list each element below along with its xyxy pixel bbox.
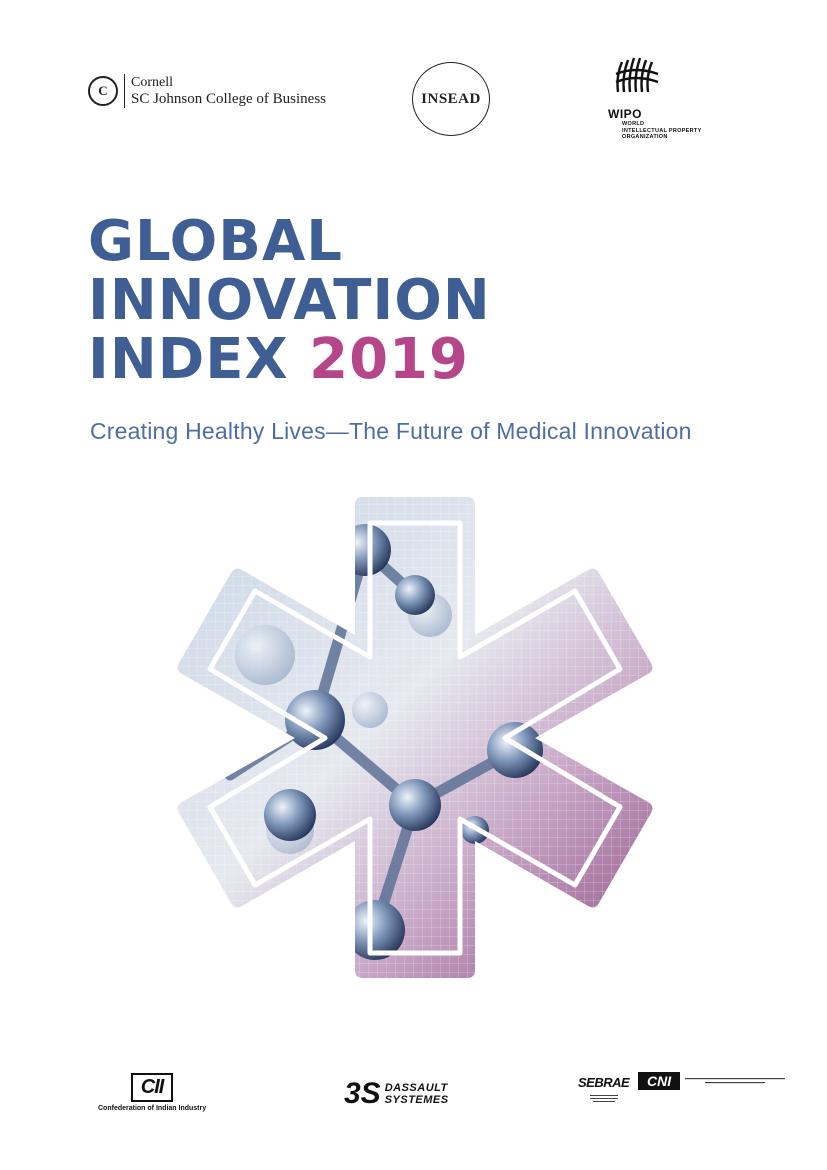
cni-wordmark: CNI <box>638 1072 681 1090</box>
report-title: GLOBAL INNOVATION INDEX 2019 <box>88 212 491 389</box>
cornell-line2: SC Johnson College of Business <box>131 91 327 107</box>
title-year: 2019 <box>309 327 469 392</box>
sebrae-logo: SEBRAE <box>578 1075 630 1108</box>
dassault-line1: DASSAULT <box>384 1082 448 1094</box>
dassault-logo: 3S DASSAULT SYSTEMES <box>344 1077 449 1111</box>
cornell-seal-icon: C <box>88 76 118 106</box>
title-line1: GLOBAL <box>88 209 343 274</box>
cornell-logo: C Cornell SC Johnson College of Business <box>88 74 326 108</box>
wipo-sub2: INTELLECTUAL PROPERTY <box>622 127 702 134</box>
title-line2: INNOVATION <box>88 268 491 333</box>
wipo-emblem-icon <box>615 57 659 93</box>
wipo-wordmark: WIPO <box>608 107 642 121</box>
cornell-divider <box>124 74 125 108</box>
wipo-sub1: WORLD <box>622 121 645 127</box>
sebrae-fine-print-icon <box>589 1095 618 1102</box>
title-line3: INDEX 2019 <box>88 330 491 389</box>
sebrae-wordmark: SEBRAE <box>578 1075 630 1090</box>
insead-wordmark: INSEAD <box>421 90 481 107</box>
report-subtitle: Creating Healthy Lives—The Future of Med… <box>90 418 692 444</box>
cii-logo: CII Confederation of Indian Industry <box>98 1073 206 1112</box>
dassault-wordmark: DASSAULT SYSTEMES <box>385 1082 449 1106</box>
dassault-line2: SYSTEMES <box>384 1094 449 1106</box>
cni-logo: CNI <box>638 1072 785 1091</box>
wipo-sub3: ORGANIZATION <box>622 134 668 140</box>
cornell-line1: Cornell <box>131 75 173 90</box>
cni-fine-print-icon <box>684 1078 785 1084</box>
cornell-wordmark: Cornell SC Johnson College of Business <box>131 74 326 108</box>
wipo-logo: WIPO WORLD INTELLECTUAL PROPERTY ORGANIZ… <box>608 52 702 141</box>
dassault-mark-icon: 3S <box>344 1077 381 1110</box>
cii-wordmark: CII <box>130 1073 174 1102</box>
star-of-life-image <box>177 497 653 978</box>
insead-logo: INSEAD <box>412 62 490 136</box>
title-index: INDEX <box>88 327 289 392</box>
cii-caption: Confederation of Indian Industry <box>98 1105 207 1112</box>
